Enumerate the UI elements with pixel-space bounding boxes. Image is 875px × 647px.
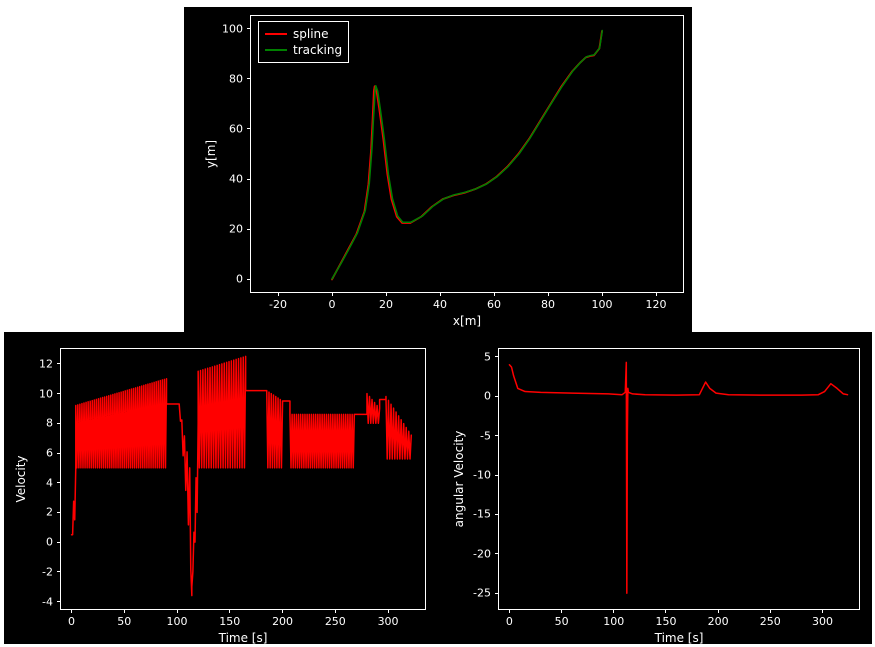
top-ytick-label: 100: [222, 22, 247, 35]
bottom_left-ytick-label: 0: [46, 536, 57, 549]
top-xtick-label: 80: [541, 298, 555, 311]
bottom_left-ylabel: Velocity: [14, 455, 28, 502]
bottom_right-ytick-label: 5: [484, 350, 495, 363]
bottom_left-xtick-label: 0: [68, 615, 75, 628]
bottom_right-ytick-label: -10: [473, 469, 495, 482]
angular-velocity-series: [509, 362, 847, 593]
bottom_right-xtick-label: 100: [603, 615, 624, 628]
top-ytick-label: 60: [229, 122, 247, 135]
bottom_right-xtick-label: 250: [760, 615, 781, 628]
bottom_right-xlabel: Time [s]: [655, 631, 704, 645]
bottom_left-xtick-label: 150: [219, 615, 240, 628]
bottom_right-xtick-label: 150: [655, 615, 676, 628]
top-xtick-label: -20: [269, 298, 287, 311]
top-series-spline: [332, 31, 602, 279]
bottom_right-ytick-label: -20: [473, 547, 495, 560]
legend-item: spline: [265, 26, 342, 42]
bottom_left-xtick-label: 200: [272, 615, 293, 628]
legend-swatch: [265, 49, 287, 51]
bottom_left-xtick-label: 250: [325, 615, 346, 628]
bottom-left-panel: 0 50 100 150 200 250 300 -4 -2 0 2 4 6 8 10 12 Time [s] V…: [4, 332, 438, 644]
top-xlabel: x[m]: [453, 314, 481, 328]
bottom_right-axes: 050100150200250300-25-20-15-10-505Time […: [498, 348, 860, 610]
bottom_left-plot: [61, 349, 425, 609]
legend-label: tracking: [293, 42, 342, 58]
bottom_left-ytick-label: -2: [42, 565, 57, 578]
top-xtick-label: 100: [592, 298, 613, 311]
bottom_right-xtick-label: 50: [555, 615, 569, 628]
bottom_left-xlabel: Time [s]: [219, 631, 268, 645]
top-legend: splinetracking: [258, 21, 349, 63]
bottom_right-xtick-label: 300: [812, 615, 833, 628]
top-panel: -20 0 20 40 60 80 100 120 0 20 40 60 80 100 x[m] y[m] sp…: [184, 7, 692, 332]
top-xtick-label: 0: [329, 298, 336, 311]
bottom_left-ytick-label: 2: [46, 506, 57, 519]
bottom_right-xtick-label: 0: [506, 615, 513, 628]
bottom_right-ytick-label: -25: [473, 587, 495, 600]
bottom_left-axes: 050100150200250300-4-2024681012Time [s]V…: [60, 348, 426, 610]
legend-item: tracking: [265, 42, 342, 58]
top-ylabel: y[m]: [204, 140, 218, 168]
top-xtick-label: 60: [487, 298, 501, 311]
bottom_left-ytick-label: 4: [46, 476, 57, 489]
bottom_right-ylabel: angular Velocity: [452, 431, 466, 528]
bottom_left-xtick-label: 50: [117, 615, 131, 628]
top-ytick-label: 80: [229, 72, 247, 85]
legend-swatch: [265, 33, 287, 35]
bottom_left-xtick-label: 300: [378, 615, 399, 628]
bottom_left-ytick-label: 12: [39, 357, 57, 370]
bottom_left-ytick-label: 6: [46, 447, 57, 460]
velocity-series: [72, 356, 412, 595]
top-ytick-label: 20: [229, 223, 247, 236]
bottom_right-xtick-label: 200: [708, 615, 729, 628]
bottom_right-ytick-label: -15: [473, 508, 495, 521]
legend-label: spline: [293, 26, 329, 42]
figure: -20020406080100120020406080100x[m]y[m]sp…: [0, 0, 875, 647]
top-xtick-label: 120: [646, 298, 667, 311]
bottom_left-ytick-label: 10: [39, 387, 57, 400]
bottom-right-panel: 0 50 100 150 200 250 300 -25 -20 -15 -10 -5 0 5 Time […: [438, 332, 872, 644]
top-xtick-label: 20: [379, 298, 393, 311]
bottom_right-ytick-label: 0: [484, 390, 495, 403]
bottom_left-xtick-label: 100: [167, 615, 188, 628]
top-ytick-label: 0: [236, 273, 247, 286]
bottom_right-ytick-label: -5: [480, 429, 495, 442]
bottom_right-plot: [499, 349, 859, 609]
bottom_left-ytick-label: -4: [42, 595, 57, 608]
top-series-tracking: [332, 31, 602, 279]
top-ytick-label: 40: [229, 173, 247, 186]
top-xtick-label: 40: [433, 298, 447, 311]
bottom_left-ytick-label: 8: [46, 417, 57, 430]
